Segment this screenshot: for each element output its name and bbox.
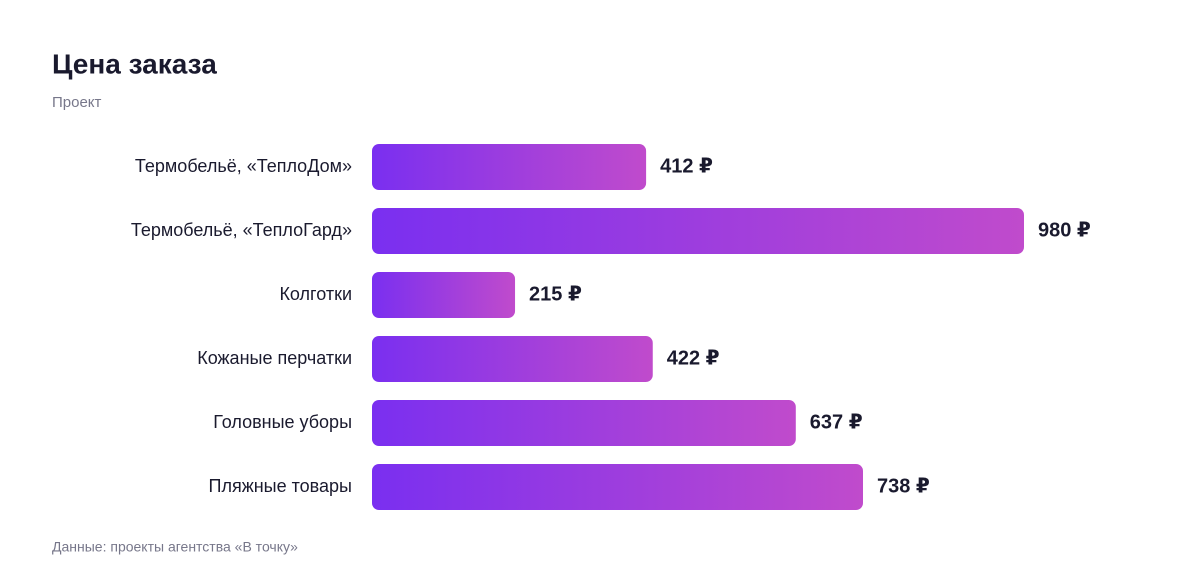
category-label: Пляжные товары [209,476,353,496]
value-label: 215 ₽ [529,283,582,305]
bar [372,464,863,510]
category-label: Кожаные перчатки [197,348,352,368]
category-label: Термобельё, «ТеплоДом» [135,156,352,176]
value-label: 412 ₽ [660,155,713,177]
bar [372,272,516,318]
value-label: 637 ₽ [810,411,863,433]
value-label: 738 ₽ [877,475,930,497]
bar [372,208,1024,254]
bar [372,144,647,190]
category-label: Колготки [279,284,352,304]
category-label: Термобельё, «ТеплоГард» [131,220,352,240]
chart-title: Цена заказа [52,48,217,79]
bar [372,400,796,446]
value-label: 422 ₽ [667,347,720,369]
value-label: 980 ₽ [1038,219,1091,241]
chart-subtitle: Проект [52,94,102,111]
source-note: Данные: проекты агентства «В точку» [52,539,298,555]
category-label: Головные уборы [213,412,352,432]
bar [372,336,653,382]
